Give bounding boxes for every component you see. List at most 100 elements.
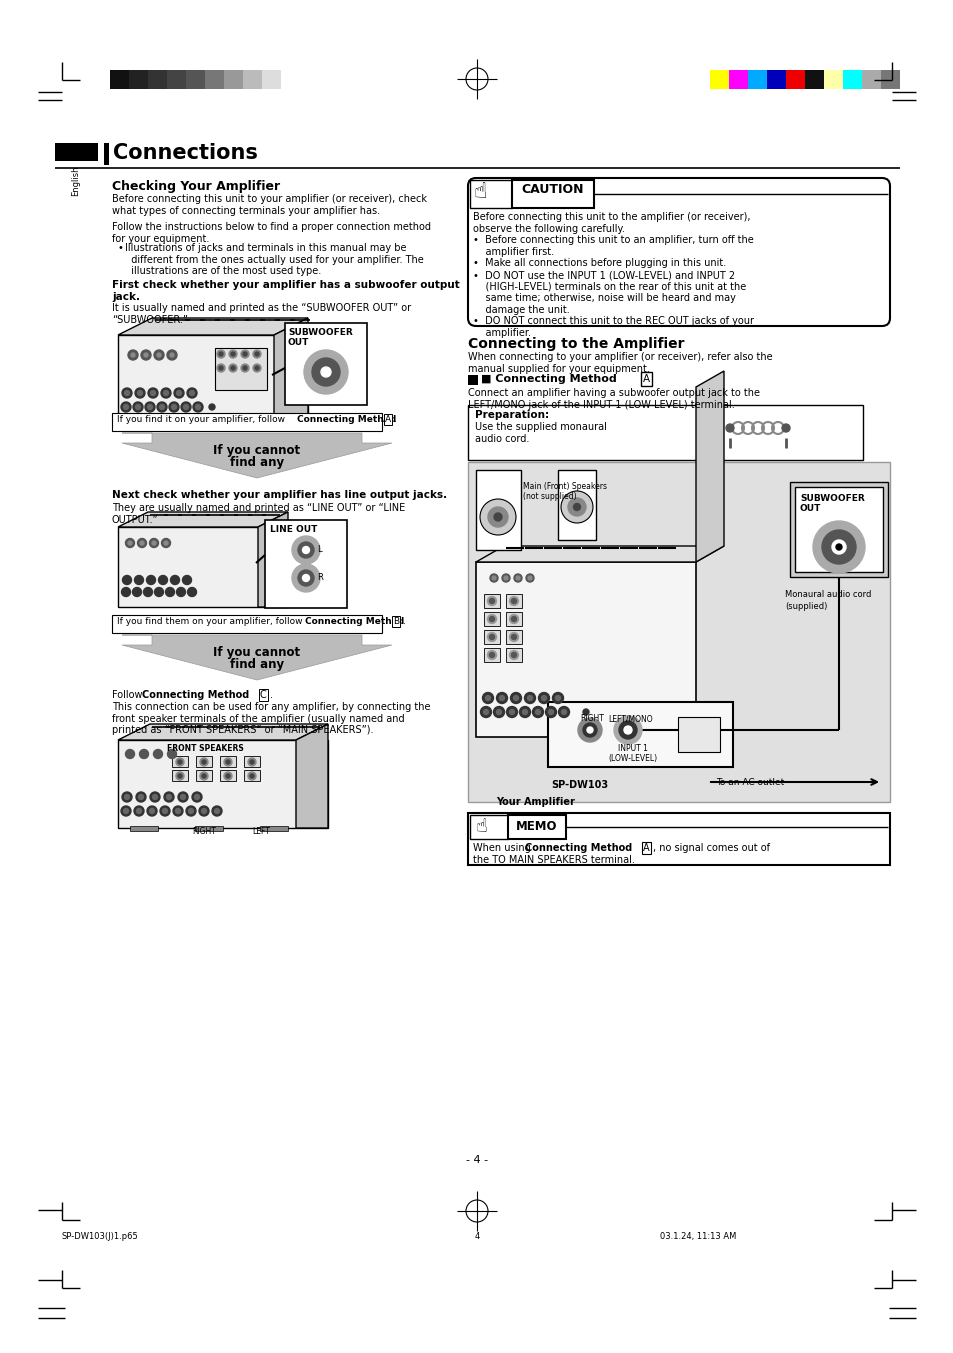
- Circle shape: [503, 576, 507, 580]
- Circle shape: [186, 806, 195, 816]
- Circle shape: [494, 513, 501, 521]
- Circle shape: [241, 350, 249, 359]
- Circle shape: [243, 352, 247, 356]
- Circle shape: [487, 632, 496, 641]
- Text: INPUT 1: INPUT 1: [618, 744, 647, 754]
- Circle shape: [214, 809, 219, 813]
- Bar: [483, 648, 499, 662]
- Bar: [507, 815, 565, 839]
- Bar: [55, 143, 98, 161]
- Circle shape: [618, 721, 637, 739]
- Text: 03.1.24, 11:13 AM: 03.1.24, 11:13 AM: [659, 1233, 736, 1241]
- Circle shape: [513, 695, 518, 701]
- Circle shape: [157, 353, 161, 357]
- Polygon shape: [295, 724, 328, 828]
- Circle shape: [483, 709, 488, 714]
- Circle shape: [202, 774, 206, 778]
- Circle shape: [158, 575, 168, 584]
- Bar: [505, 648, 521, 662]
- Circle shape: [496, 709, 501, 714]
- Circle shape: [489, 635, 494, 640]
- Circle shape: [582, 709, 588, 714]
- Circle shape: [781, 423, 789, 432]
- Text: Connecting Method: Connecting Method: [305, 617, 404, 626]
- Text: RIGHT: RIGHT: [579, 714, 603, 723]
- Circle shape: [126, 538, 134, 548]
- Bar: [281, 70, 299, 89]
- Circle shape: [552, 693, 563, 704]
- Text: CAUTION: CAUTION: [521, 183, 583, 196]
- Circle shape: [201, 809, 206, 813]
- Circle shape: [821, 530, 855, 564]
- Circle shape: [304, 350, 348, 394]
- Text: B: B: [393, 617, 398, 626]
- Text: LEFT: LEFT: [252, 827, 270, 836]
- Bar: [862, 70, 880, 89]
- Circle shape: [133, 806, 144, 816]
- Text: ■ Connecting Method: ■ Connecting Method: [480, 373, 616, 384]
- Bar: [130, 423, 152, 428]
- Circle shape: [202, 760, 206, 764]
- Bar: [172, 756, 188, 767]
- Circle shape: [136, 809, 141, 813]
- Circle shape: [231, 352, 234, 356]
- Circle shape: [187, 388, 196, 398]
- Circle shape: [140, 541, 144, 545]
- Circle shape: [147, 806, 157, 816]
- Circle shape: [250, 760, 253, 764]
- Bar: [172, 770, 188, 781]
- Circle shape: [302, 575, 309, 582]
- Circle shape: [145, 402, 154, 413]
- Bar: [823, 70, 842, 89]
- FancyBboxPatch shape: [468, 179, 889, 326]
- Bar: [250, 423, 272, 428]
- Circle shape: [548, 709, 553, 714]
- Circle shape: [312, 359, 339, 386]
- Circle shape: [200, 773, 208, 779]
- Text: Your Amplifier: Your Amplifier: [497, 797, 575, 806]
- Circle shape: [510, 693, 521, 704]
- Circle shape: [578, 718, 601, 741]
- Circle shape: [219, 352, 223, 356]
- Circle shape: [175, 809, 180, 813]
- Text: If you cannot: If you cannot: [213, 444, 300, 457]
- Text: If you find them on your amplifier, follow: If you find them on your amplifier, foll…: [117, 617, 305, 626]
- Circle shape: [143, 587, 152, 597]
- Bar: [747, 70, 766, 89]
- Circle shape: [131, 353, 135, 357]
- Circle shape: [137, 391, 142, 395]
- Circle shape: [175, 773, 184, 779]
- Polygon shape: [696, 371, 723, 561]
- Bar: [110, 70, 129, 89]
- Bar: [483, 594, 499, 607]
- Circle shape: [487, 651, 496, 659]
- Text: Follow the instructions below to find a proper connection method
for your equipm: Follow the instructions below to find a …: [112, 222, 431, 244]
- Circle shape: [212, 806, 222, 816]
- Bar: [468, 375, 477, 386]
- Bar: [505, 612, 521, 626]
- Circle shape: [509, 632, 518, 641]
- Bar: [476, 561, 696, 737]
- Circle shape: [516, 576, 519, 580]
- Circle shape: [121, 587, 131, 597]
- Circle shape: [479, 499, 516, 534]
- Text: MEMO: MEMO: [516, 820, 558, 833]
- Circle shape: [561, 709, 566, 714]
- Bar: [195, 770, 212, 781]
- Circle shape: [527, 576, 532, 580]
- Circle shape: [292, 564, 319, 593]
- Circle shape: [193, 402, 203, 413]
- Circle shape: [163, 391, 169, 395]
- Circle shape: [573, 503, 579, 510]
- Circle shape: [160, 806, 170, 816]
- Circle shape: [511, 635, 516, 640]
- Text: A: A: [385, 415, 391, 423]
- Bar: [148, 70, 167, 89]
- Circle shape: [173, 388, 184, 398]
- Bar: [880, 70, 899, 89]
- Polygon shape: [118, 318, 308, 336]
- Text: OUT: OUT: [288, 338, 309, 346]
- Text: R: R: [316, 574, 322, 582]
- Circle shape: [253, 364, 261, 372]
- Bar: [243, 70, 262, 89]
